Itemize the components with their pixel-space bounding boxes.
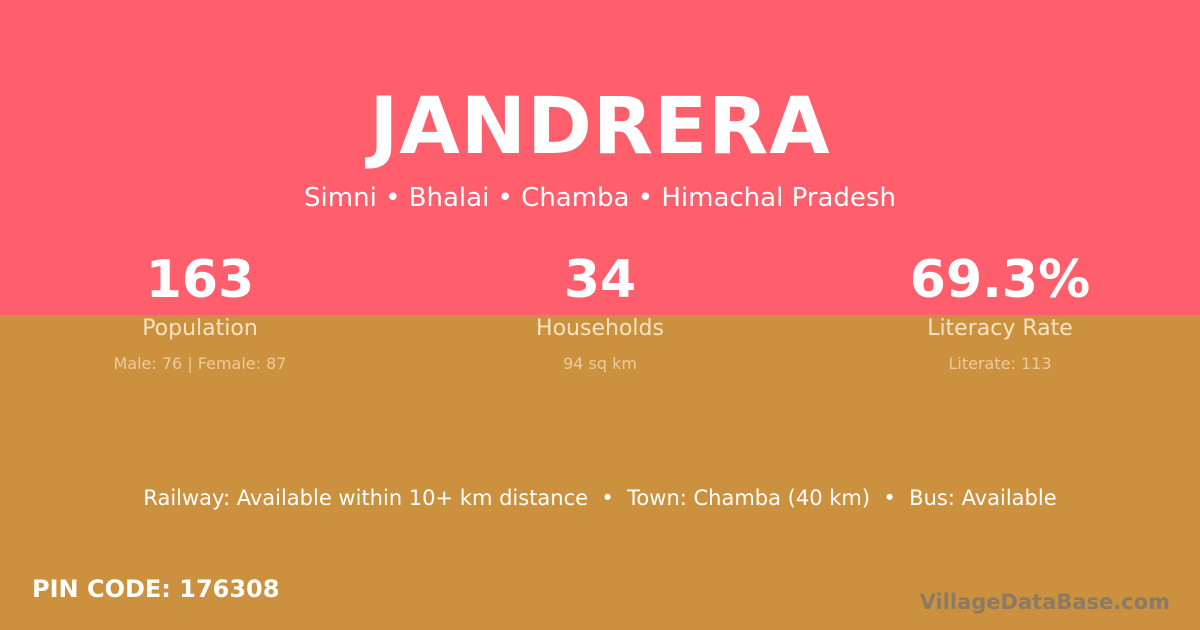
stat-detail: 94 sq km [563, 354, 637, 373]
stat-label: Population [142, 316, 258, 341]
stat-value: 69.3% [909, 250, 1091, 310]
info-band [0, 315, 1200, 630]
stat-value: 163 [145, 250, 255, 310]
stat-label: Literacy Rate [927, 316, 1073, 341]
header-band [0, 0, 1200, 315]
pin-code: PIN CODE: 176308 [32, 575, 280, 603]
village-location: Simni • Bhalai • Chamba • Himachal Prade… [304, 183, 896, 213]
stat-detail: Literate: 113 [948, 354, 1052, 373]
transport-info: Railway: Available within 10+ km distanc… [143, 486, 1057, 510]
stat-detail: Male: 76 | Female: 87 [113, 354, 287, 373]
stat-label: Households [536, 316, 664, 341]
stat-value: 34 [563, 250, 637, 310]
brand-logo: VillageDataBase.com [919, 590, 1170, 614]
village-name: JANDRERA [369, 82, 831, 172]
